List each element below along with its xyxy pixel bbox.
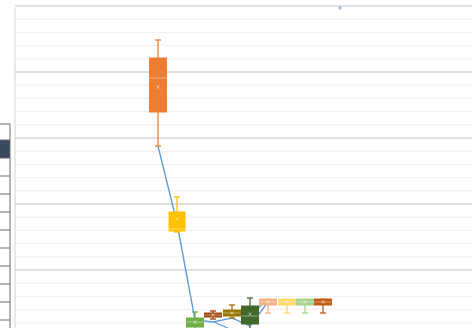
mean-marker: × bbox=[247, 311, 252, 318]
box-series-2: × bbox=[168, 196, 186, 233]
mean-marker: × bbox=[284, 299, 289, 306]
table-fragment-row bbox=[0, 319, 11, 328]
box-series-7: × bbox=[259, 298, 277, 314]
mean-marker: × bbox=[155, 84, 160, 91]
mean-marker: × bbox=[210, 312, 215, 319]
table-fragment-row bbox=[0, 229, 11, 249]
plot-corner-marker bbox=[338, 6, 342, 10]
table-fragment-row bbox=[0, 265, 11, 285]
box-layer: × × × × × × × × × × bbox=[149, 39, 332, 328]
table-fragment-row bbox=[0, 175, 11, 195]
table-fragment-row bbox=[0, 157, 11, 177]
mean-marker: × bbox=[265, 299, 270, 306]
box-series-3: × bbox=[186, 311, 204, 328]
box-series-6: × bbox=[241, 297, 259, 328]
trend-layer bbox=[157, 145, 269, 328]
table-fragment-row bbox=[0, 139, 11, 159]
table-fragment-row bbox=[0, 123, 11, 143]
box-series-5: × bbox=[223, 304, 241, 319]
table-fragment-row bbox=[0, 301, 11, 321]
mean-trend-line bbox=[157, 145, 269, 327]
mean-marker: × bbox=[192, 319, 197, 326]
box-series-1: × bbox=[149, 39, 167, 147]
table-fragment-row bbox=[0, 247, 11, 267]
box-series-4: × bbox=[204, 310, 222, 320]
mean-trend-line bbox=[213, 321, 229, 328]
table-fragment-row bbox=[0, 193, 11, 213]
interquartile-box bbox=[168, 211, 186, 232]
interquartile-box bbox=[186, 317, 204, 328]
mean-marker: × bbox=[174, 216, 179, 223]
mean-marker: × bbox=[302, 299, 307, 306]
mean-marker: × bbox=[229, 310, 234, 317]
box-series-10: × bbox=[314, 298, 332, 314]
interquartile-box bbox=[241, 305, 259, 325]
plot-area bbox=[14, 5, 472, 328]
adjacent-table-fragment bbox=[0, 123, 11, 328]
box-series-8: × bbox=[278, 298, 296, 314]
box-series-9: × bbox=[296, 298, 314, 314]
table-fragment-row bbox=[0, 283, 11, 303]
table-fragment-row bbox=[0, 211, 11, 231]
mean-marker: × bbox=[320, 299, 325, 306]
interquartile-box bbox=[149, 57, 167, 113]
